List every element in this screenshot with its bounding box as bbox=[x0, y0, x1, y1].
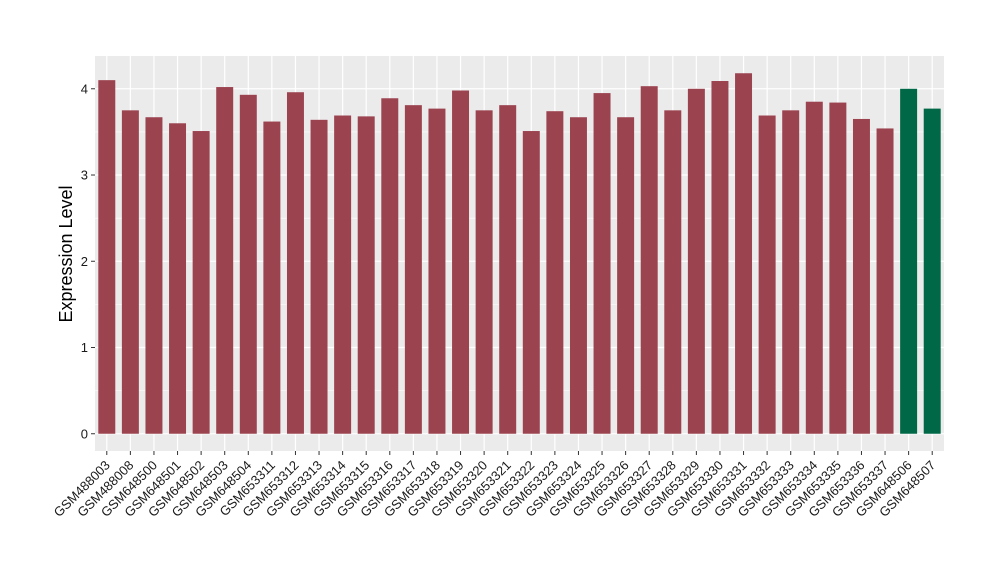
bars bbox=[98, 73, 941, 434]
bar-GSM648507 bbox=[923, 108, 941, 434]
y-axis-title: Expression Level bbox=[56, 185, 76, 322]
y-tick-label: 3 bbox=[81, 168, 88, 183]
bar-GSM648502 bbox=[192, 131, 210, 434]
y-axis: 0 1 2 3 4 bbox=[81, 81, 95, 441]
bar-GSM653312 bbox=[286, 92, 304, 434]
x-axis: GSM488003GSM488008GSM648500GSM648501GSM6… bbox=[51, 451, 938, 520]
bar-GSM653335 bbox=[829, 102, 847, 434]
bar-GSM653329 bbox=[687, 88, 705, 434]
bar-GSM653330 bbox=[711, 81, 729, 434]
bar-GSM653333 bbox=[782, 110, 800, 434]
bar-GSM653334 bbox=[805, 101, 823, 434]
bar-GSM653317 bbox=[404, 105, 422, 434]
bar-GSM653336 bbox=[852, 118, 870, 434]
bar-GSM653313 bbox=[310, 119, 328, 434]
bar-GSM653315 bbox=[357, 116, 375, 434]
bar-GSM653327 bbox=[640, 86, 658, 434]
bar-GSM653323 bbox=[546, 111, 564, 434]
bar-GSM653337 bbox=[876, 128, 894, 434]
bar-GSM648503 bbox=[216, 87, 234, 434]
bar-GSM648506 bbox=[900, 88, 918, 434]
bar-GSM653325 bbox=[593, 93, 611, 434]
bar-GSM653316 bbox=[381, 98, 399, 434]
bar-GSM653324 bbox=[569, 117, 587, 434]
bar-GSM488008 bbox=[121, 110, 139, 434]
bar-GSM653326 bbox=[617, 117, 635, 434]
bar-GSM653314 bbox=[334, 115, 352, 434]
bar-GSM653321 bbox=[499, 105, 517, 434]
y-tick-label: 2 bbox=[81, 254, 88, 269]
y-tick-label: 0 bbox=[81, 426, 88, 441]
bar-GSM648504 bbox=[239, 94, 257, 434]
bar-GSM653319 bbox=[452, 90, 470, 434]
y-tick-label: 4 bbox=[81, 81, 88, 96]
bar-GSM653331 bbox=[735, 73, 753, 434]
bar-GSM653328 bbox=[664, 110, 682, 434]
bar-GSM653332 bbox=[758, 115, 776, 434]
bar-GSM653320 bbox=[475, 110, 493, 434]
bar-GSM653322 bbox=[522, 131, 540, 434]
bar-GSM653318 bbox=[428, 108, 446, 434]
bar-GSM648501 bbox=[169, 123, 187, 434]
bar-GSM653311 bbox=[263, 121, 281, 434]
bar-GSM648500 bbox=[145, 117, 163, 434]
y-tick-label: 1 bbox=[81, 340, 88, 355]
bar-GSM488003 bbox=[98, 80, 116, 434]
plot-panel bbox=[95, 56, 944, 451]
